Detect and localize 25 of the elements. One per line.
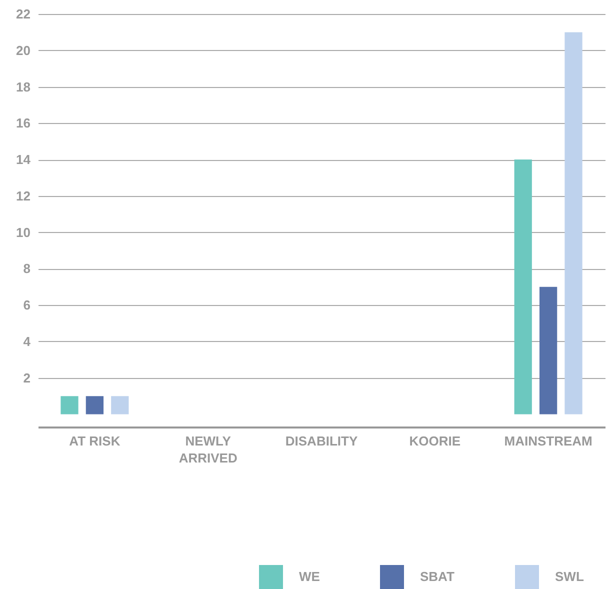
bar xyxy=(564,32,582,414)
y-tick-label: 6 xyxy=(23,298,30,313)
y-tick-label: 18 xyxy=(16,79,30,94)
y-tick-label: 8 xyxy=(23,261,30,276)
y-tick-label: 4 xyxy=(23,334,32,349)
x-tick-label: NEWLY ARRIVED xyxy=(178,434,238,466)
x-tick-label: KOORIE xyxy=(409,434,461,448)
y-tick-label: 14 xyxy=(16,152,32,168)
y-tick-label: 16 xyxy=(16,116,30,131)
x-tick-label: MAINSTREAM xyxy=(504,434,592,448)
y-tick-label: 22 xyxy=(16,6,30,22)
bar xyxy=(60,396,78,414)
legend-label: SBAT xyxy=(420,569,454,584)
x-tick-label: DISABILITY xyxy=(285,434,358,448)
bar xyxy=(111,396,129,414)
x-tick-label: AT RISK xyxy=(69,434,121,448)
legend-label: WE xyxy=(299,569,320,584)
bar xyxy=(86,396,104,414)
bar xyxy=(514,160,532,414)
y-tick-label: 2 xyxy=(23,370,30,386)
bar xyxy=(539,286,558,414)
y-tick-label: 20 xyxy=(16,42,30,58)
y-tick-label: 12 xyxy=(16,188,30,204)
legend-label: SWL xyxy=(555,569,584,584)
y-tick-label: 10 xyxy=(16,224,30,240)
